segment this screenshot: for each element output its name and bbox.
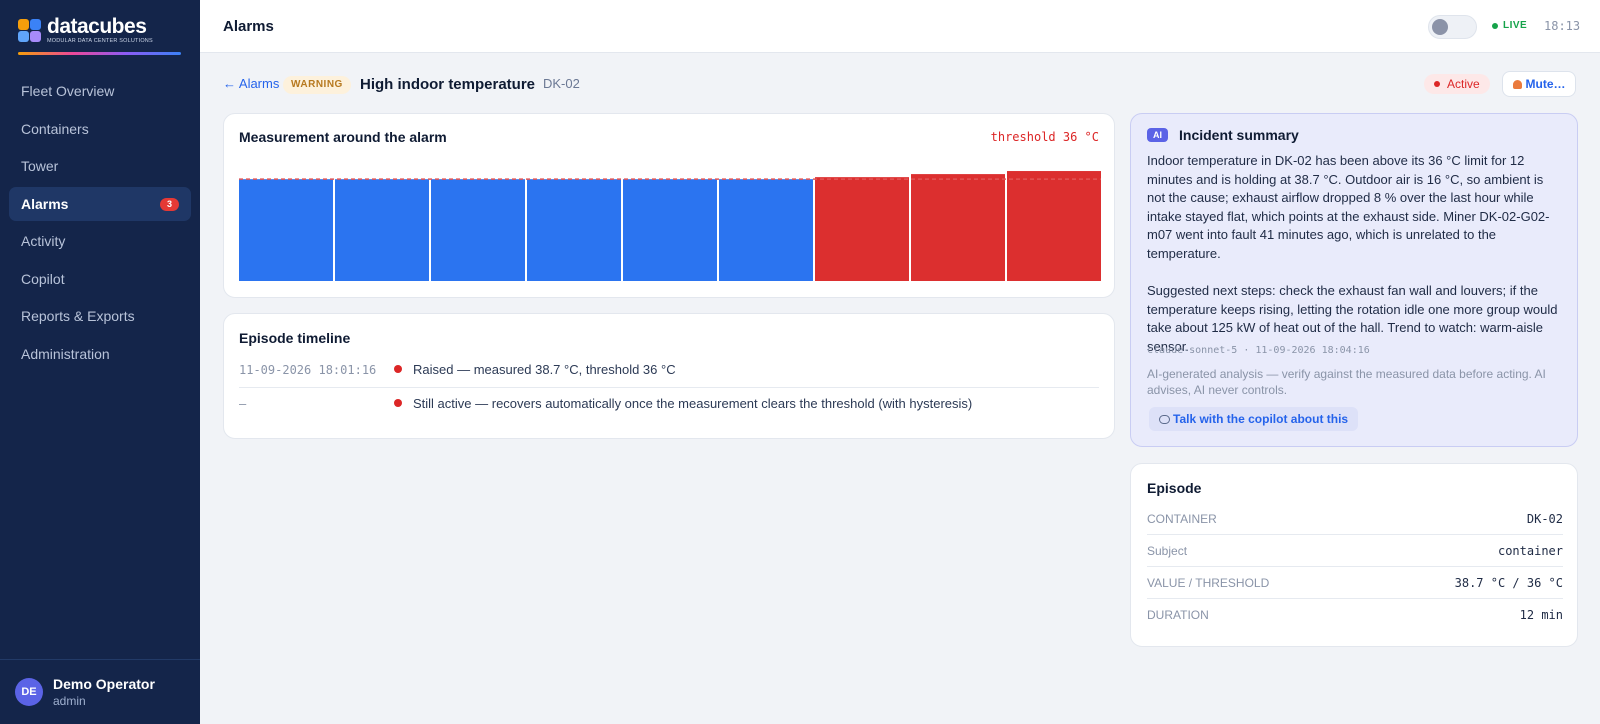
sidebar-item-copilot[interactable]: Copilot bbox=[9, 262, 191, 296]
sidebar-nav: Fleet Overview Containers Tower Alarms 3… bbox=[9, 74, 191, 374]
alarm-entity: DK-02 bbox=[543, 76, 580, 91]
sidebar-item-label: Administration bbox=[21, 345, 110, 362]
sidebar-item-label: Activity bbox=[21, 233, 66, 249]
talk-with-copilot-button[interactable]: Talk with the copilot about this bbox=[1149, 407, 1359, 431]
episode-value: container bbox=[1497, 544, 1563, 558]
red-dot-icon bbox=[394, 365, 402, 373]
episode-row-value-threshold: VALUE / THRESHOLD 38.7 °C / 36 °C bbox=[1147, 567, 1563, 599]
user-profile[interactable]: DE Demo Operator admin bbox=[0, 659, 200, 724]
sidebar-item-containers[interactable]: Containers bbox=[9, 112, 191, 146]
threshold-label: threshold 36 °C bbox=[990, 130, 1099, 144]
timeline-time: 11-09-2026 18:01:16 bbox=[239, 363, 377, 377]
page-title: Alarms bbox=[223, 18, 274, 35]
live-indicator: LIVE bbox=[1492, 20, 1527, 31]
timeline-event: – Still active — recovers automatically … bbox=[239, 388, 1099, 422]
incident-summary-body: Indoor temperature in DK-02 has been abo… bbox=[1147, 152, 1563, 357]
incident-summary-title: Incident summary bbox=[1179, 127, 1299, 143]
alarm-title: High indoor temperature bbox=[360, 76, 536, 93]
chat-bubble-icon bbox=[1159, 414, 1170, 424]
sidebar-item-activity[interactable]: Activity bbox=[9, 224, 191, 258]
summary-paragraph: Indoor temperature in DK-02 has been abo… bbox=[1147, 153, 1550, 261]
sidebar-item-reports-exports[interactable]: Reports & Exports bbox=[9, 299, 191, 333]
brand-tagline: MODULAR DATA CENTER SOLUTIONS bbox=[47, 38, 153, 44]
sidebar: datacubes MODULAR DATA CENTER SOLUTIONS … bbox=[0, 0, 200, 724]
timeline-text: Still active — recovers automatically on… bbox=[413, 396, 973, 411]
timeline-text: Raised — measured 38.7 °C, threshold 36 … bbox=[413, 362, 676, 377]
alarm-count-badge: 3 bbox=[160, 197, 179, 211]
ai-disclaimer: AI-generated analysis — verify against t… bbox=[1147, 367, 1546, 397]
ai-badge: AI bbox=[1147, 128, 1168, 142]
measurement-chart-card: Measurement around the alarm threshold 3… bbox=[223, 113, 1115, 298]
sidebar-item-fleet-overview[interactable]: Fleet Overview bbox=[9, 74, 191, 108]
timeline-event: 11-09-2026 18:01:16 Raised — measured 38… bbox=[239, 354, 1099, 388]
chart-bar bbox=[815, 177, 909, 281]
talk-with-copilot-label: Talk with the copilot about this bbox=[1173, 412, 1349, 426]
user-role: admin bbox=[53, 694, 86, 708]
sidebar-item-label: Containers bbox=[21, 120, 89, 137]
chart-bar bbox=[1007, 171, 1101, 281]
episode-value: DK-02 bbox=[1526, 512, 1563, 526]
brand-logo[interactable]: datacubes MODULAR DATA CENTER SOLUTIONS bbox=[18, 15, 153, 45]
episode-label: VALUE / THRESHOLD bbox=[1147, 576, 1270, 590]
sidebar-item-label: Tower bbox=[21, 158, 59, 174]
episode-card: Episode CONTAINER DK-02 Subject containe… bbox=[1130, 463, 1578, 647]
logo-icon bbox=[18, 19, 42, 43]
toggle-knob bbox=[1432, 19, 1448, 35]
summary-paragraph: Suggested next steps: check the exhaust … bbox=[1147, 283, 1558, 354]
episode-row-subject: Subject container bbox=[1147, 535, 1563, 567]
timeline-title: Episode timeline bbox=[239, 330, 351, 346]
red-dot-icon bbox=[394, 399, 402, 407]
brand-accent-bar bbox=[18, 52, 181, 55]
timeline-time: – bbox=[239, 397, 247, 411]
chart-bar bbox=[335, 179, 429, 281]
chart-bar bbox=[911, 174, 1005, 281]
chart-title: Measurement around the alarm bbox=[239, 129, 447, 145]
chart-bar bbox=[431, 179, 525, 281]
episode-row-duration: DURATION 12 min bbox=[1147, 599, 1563, 631]
sidebar-item-administration[interactable]: Administration bbox=[9, 337, 191, 371]
sidebar-item-label: Reports & Exports bbox=[21, 308, 135, 324]
status-badge: Active bbox=[1424, 74, 1490, 94]
chart-bar bbox=[719, 179, 813, 281]
episode-label: CONTAINER bbox=[1147, 512, 1217, 526]
live-dot-icon bbox=[1492, 22, 1498, 29]
severity-badge: WARNING bbox=[283, 76, 351, 94]
episode-timeline-card: Episode timeline 11-09-2026 18:01:16 Rai… bbox=[223, 313, 1115, 439]
model-meta: claude-sonnet-5 · 11-09-2026 18:04:16 bbox=[1147, 345, 1370, 356]
measurement-chart bbox=[239, 171, 1101, 281]
bell-off-icon bbox=[1512, 79, 1522, 89]
sidebar-item-alarms[interactable]: Alarms 3 bbox=[9, 186, 191, 221]
user-name: Demo Operator bbox=[53, 676, 155, 692]
episode-label: Subject bbox=[1147, 544, 1188, 558]
episode-value: 38.7 °C / 36 °C bbox=[1454, 576, 1563, 590]
back-to-alarms-link[interactable]: ← Alarms bbox=[223, 76, 280, 91]
chart-bar bbox=[623, 179, 717, 281]
sidebar-item-label: Fleet Overview bbox=[21, 83, 115, 99]
live-label: LIVE bbox=[1503, 20, 1528, 31]
avatar: DE bbox=[15, 678, 43, 706]
episode-title: Episode bbox=[1147, 480, 1202, 496]
brand-name: datacubes bbox=[47, 15, 147, 38]
sidebar-item-tower[interactable]: Tower bbox=[9, 149, 191, 183]
episode-value: 12 min bbox=[1519, 608, 1563, 622]
top-bar: Alarms LIVE 18:13 bbox=[200, 0, 1600, 53]
mute-button[interactable]: Mute… bbox=[1502, 71, 1576, 97]
episode-label: DURATION bbox=[1147, 608, 1209, 622]
episode-row-container: CONTAINER DK-02 bbox=[1147, 503, 1563, 535]
sidebar-item-label: Copilot bbox=[21, 270, 65, 287]
sidebar-item-label: Alarms bbox=[21, 195, 69, 212]
clock: 18:13 bbox=[1544, 19, 1581, 33]
chart-bar bbox=[239, 179, 333, 281]
incident-summary-card: AI Incident summary Indoor temperature i… bbox=[1130, 113, 1578, 447]
mute-label: Mute… bbox=[1525, 77, 1566, 91]
theme-toggle[interactable] bbox=[1428, 15, 1477, 39]
chart-bar bbox=[527, 179, 621, 281]
